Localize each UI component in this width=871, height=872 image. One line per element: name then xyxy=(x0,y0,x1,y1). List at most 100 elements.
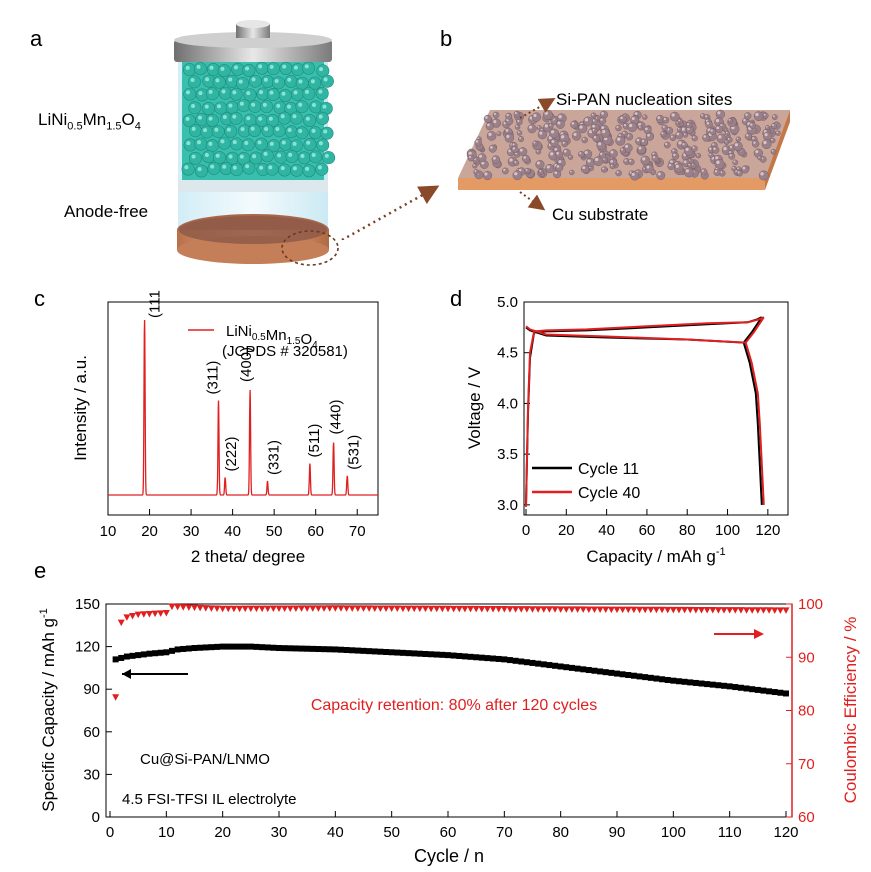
efficiency-point xyxy=(393,605,401,613)
particle-highlight xyxy=(281,140,286,145)
si-pan-particles xyxy=(466,109,781,181)
cathode-particle xyxy=(217,136,231,150)
capacity-point xyxy=(535,660,542,667)
particle-highlight xyxy=(208,116,213,121)
particle-highlight xyxy=(196,64,201,69)
si-highlight xyxy=(563,149,567,153)
efficiency-point xyxy=(247,605,255,613)
si-highlight xyxy=(763,113,766,116)
si-particle xyxy=(535,159,545,170)
si-particle xyxy=(757,155,763,161)
si-highlight xyxy=(556,165,560,168)
si-particle xyxy=(483,114,492,123)
efficiency-point xyxy=(252,605,260,613)
cathode-particle xyxy=(247,124,261,138)
capacity-point xyxy=(484,655,491,662)
si-particle xyxy=(733,141,743,152)
capacity-point xyxy=(383,648,390,655)
voltage-curves xyxy=(525,316,765,507)
xrd-peak-label: (400) xyxy=(238,347,255,382)
efficiency-point xyxy=(140,611,148,618)
si-particle xyxy=(590,112,597,119)
capacity-point xyxy=(292,645,299,652)
si-highlight xyxy=(488,132,492,136)
si-particle xyxy=(770,122,778,130)
si-particle xyxy=(513,160,520,166)
si-highlight xyxy=(620,116,623,120)
capacity-point xyxy=(614,670,620,677)
particle-highlight xyxy=(209,65,214,70)
capacity-point xyxy=(687,679,694,686)
efficiency-point xyxy=(478,605,486,613)
si-particle xyxy=(548,123,554,129)
capacity-point xyxy=(512,657,519,664)
efficiency-point xyxy=(602,606,610,614)
si-particle xyxy=(671,152,680,160)
si-particle xyxy=(516,118,523,126)
si-highlight xyxy=(568,155,571,158)
cycling-ytick-left-label: 0 xyxy=(92,809,100,826)
particle-highlight xyxy=(298,128,303,133)
particle-highlight xyxy=(257,140,262,145)
si-particle xyxy=(675,131,684,140)
cathode-particle xyxy=(290,163,304,177)
xrd-peak-label: (531) xyxy=(345,435,362,470)
si-particle xyxy=(691,145,698,152)
si-particle xyxy=(762,112,769,119)
capacity-point xyxy=(675,678,682,685)
capacity-point xyxy=(681,678,688,685)
capacity-point xyxy=(721,682,728,689)
si-particle xyxy=(518,147,528,157)
si-highlight xyxy=(582,166,586,170)
si-particle xyxy=(609,163,616,170)
si-highlight xyxy=(617,137,621,141)
cathode-particle-group xyxy=(181,61,336,178)
efficiency-point xyxy=(500,606,508,613)
capacity-point xyxy=(388,649,395,656)
efficiency-point xyxy=(551,606,559,613)
si-particle xyxy=(676,127,682,133)
si-highlight xyxy=(610,150,614,154)
cathode-particle xyxy=(274,150,288,164)
capacity-point xyxy=(518,658,525,665)
cathode-particle xyxy=(225,74,239,88)
si-particle xyxy=(663,141,671,149)
efficiency-point xyxy=(236,605,244,613)
si-particle xyxy=(601,166,608,173)
capacity-point xyxy=(287,645,294,652)
si-particle xyxy=(516,130,523,136)
cycling-ticks: 0 10 20 30 40 50 60 70 80 90 100 110 120 0 30 60 90 120 15… xyxy=(75,596,823,841)
si-highlight xyxy=(587,159,591,163)
si-highlight xyxy=(676,132,680,136)
si-highlight xyxy=(536,149,539,152)
capacity-point xyxy=(743,685,750,692)
voltage-xtick-label: 80 xyxy=(679,522,696,539)
si-highlight xyxy=(484,172,488,176)
si-particle xyxy=(677,118,683,125)
si-highlight xyxy=(579,125,583,129)
si-highlight xyxy=(468,151,472,155)
particle-highlight xyxy=(204,152,209,157)
si-particle xyxy=(775,130,781,136)
si-particle xyxy=(682,132,689,138)
si-highlight xyxy=(487,123,490,127)
cycling-xtick-label: 60 xyxy=(440,824,457,841)
si-highlight xyxy=(582,137,585,141)
efficiency-point xyxy=(714,607,722,614)
si-highlight xyxy=(573,132,577,136)
cycling-xtick-label: 30 xyxy=(271,824,288,841)
cathode-particle xyxy=(315,162,329,176)
nucleation-arrow xyxy=(519,98,556,119)
cathode-particle xyxy=(206,63,220,77)
si-highlight xyxy=(764,133,768,137)
efficiency-point xyxy=(512,606,520,613)
efficiency-point xyxy=(303,605,311,612)
si-highlight xyxy=(709,147,712,150)
anode-free-label: Anode-free xyxy=(64,202,149,221)
efficiency-point xyxy=(213,605,221,613)
capacity-point xyxy=(473,654,480,661)
cathode-particle xyxy=(316,111,330,125)
si-highlight xyxy=(533,141,536,144)
efficiency-point xyxy=(455,605,463,613)
si-particle xyxy=(749,122,756,129)
